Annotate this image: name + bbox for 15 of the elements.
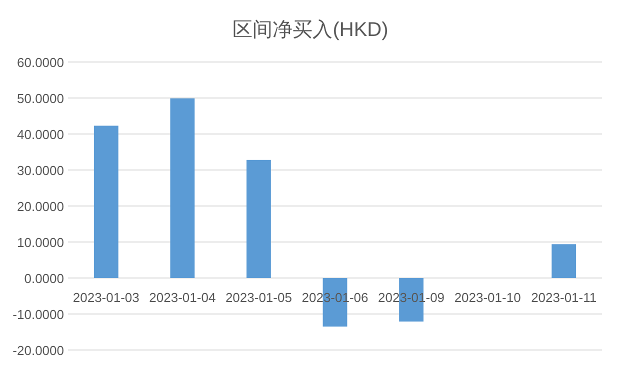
- y-tick-label: 20.0000: [17, 199, 64, 214]
- y-tick-label: 50.0000: [17, 91, 64, 106]
- y-tick-label: 30.0000: [17, 163, 64, 178]
- y-tick-label: 0.0000: [24, 271, 64, 286]
- y-tick-label: -10.0000: [12, 307, 64, 322]
- y-tick-label: 60.0000: [17, 55, 64, 70]
- x-tick-label: 2023-01-04: [149, 290, 216, 305]
- y-tick-label: -20.0000: [12, 343, 64, 358]
- y-tick-label: 40.0000: [17, 127, 64, 142]
- x-tick-label: 2023-01-03: [72, 290, 140, 305]
- x-tick-label: 2023-01-10: [454, 290, 521, 305]
- chart-title: 区间净买入(HKD): [232, 19, 388, 41]
- x-tick-label: 2023-01-05: [225, 290, 292, 305]
- x-tick-label: 2023-01-11: [531, 290, 597, 305]
- y-tick-label: 10.0000: [17, 235, 64, 250]
